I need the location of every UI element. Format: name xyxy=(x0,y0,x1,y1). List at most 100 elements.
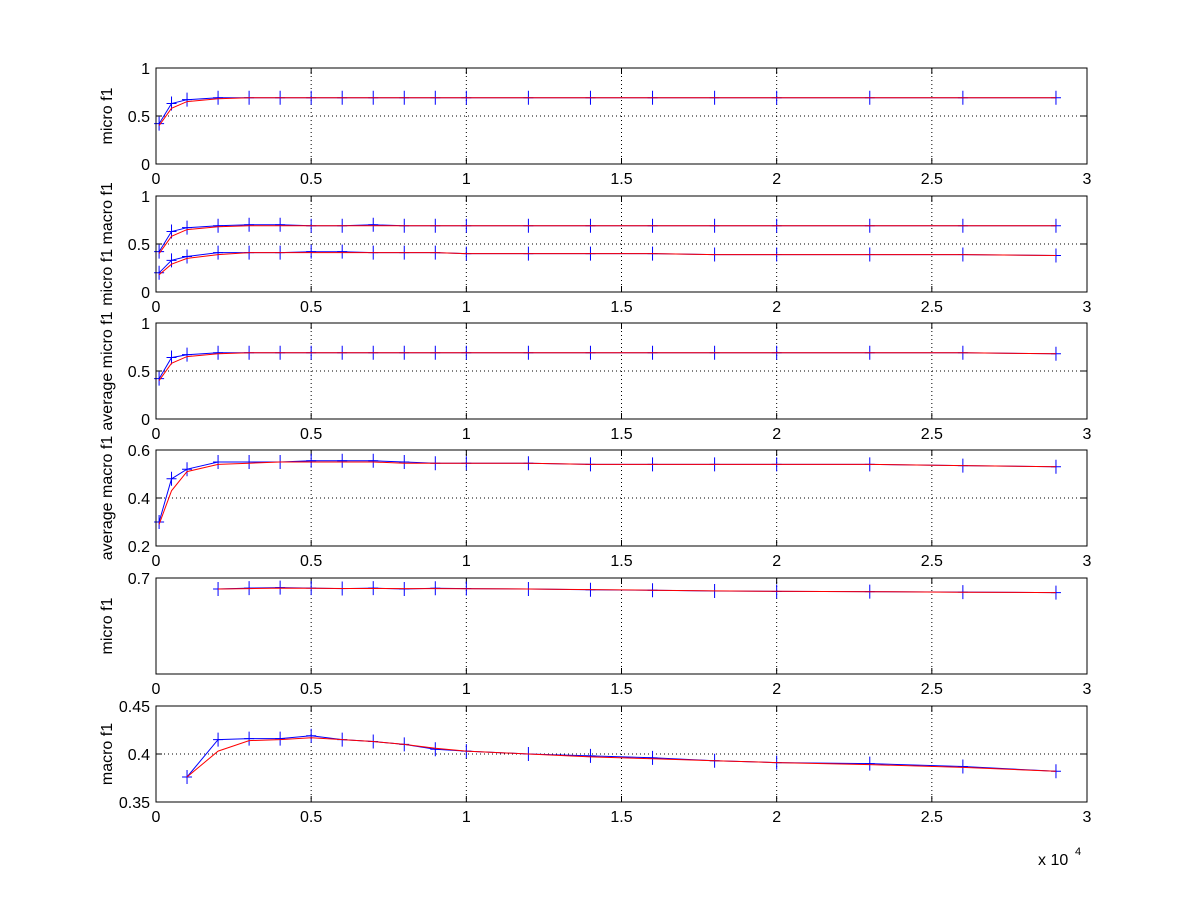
y-tick-label: 0.4 xyxy=(128,747,150,764)
subplot-3: 0 0.5 1 1.5 2 2.5 3 0 0.5 1 average micro f1 xyxy=(99,311,1092,443)
data-point-marker xyxy=(275,217,286,232)
data-point-marker xyxy=(337,453,348,468)
x-tick-label: 3 xyxy=(1083,553,1092,570)
y-tick-label: 0.4 xyxy=(128,491,150,508)
y-axis-label: average macro f1 xyxy=(99,436,116,561)
x-tick-label: 1.5 xyxy=(610,299,632,316)
x-tick-label: 2 xyxy=(772,426,781,443)
data-point-marker xyxy=(337,244,348,259)
y-tick-label: 0 xyxy=(141,157,150,174)
series-line-2 xyxy=(158,461,1057,525)
subplot-1: 0 0.5 1 1.5 2 2.5 3 0 0.5 1 micro f1 xyxy=(99,61,1092,188)
data-point-marker xyxy=(244,217,255,232)
data-point-marker xyxy=(166,253,177,268)
x-tick-label: 0.5 xyxy=(300,171,322,188)
y-axis-label: micro f1 xyxy=(99,87,116,144)
x-tick-label: 2.5 xyxy=(921,553,943,570)
data-point-marker xyxy=(213,732,224,747)
data-point-marker xyxy=(585,748,596,763)
y-axis-label: macro f1 xyxy=(99,723,116,785)
x-tick-label: 3 xyxy=(1083,299,1092,316)
x-tick-label: 2 xyxy=(772,171,781,188)
y-tick-label: 0.6 xyxy=(128,443,150,460)
data-point-marker xyxy=(957,759,968,774)
x-tick-label: 0.5 xyxy=(300,553,322,570)
data-point-marker xyxy=(213,345,224,360)
data-point-marker xyxy=(182,347,193,362)
x-tick-label: 1 xyxy=(462,426,471,443)
x-tick-label: 1.5 xyxy=(610,809,632,826)
x-tick-label: 0 xyxy=(152,299,161,316)
series-line-2 xyxy=(158,352,1057,381)
x-tick-label: 0 xyxy=(152,809,161,826)
y-tick-label: 0.5 xyxy=(128,364,150,381)
data-point-marker xyxy=(647,750,658,765)
data-point-marker xyxy=(213,218,224,233)
x-tick-label: 0.5 xyxy=(300,681,322,698)
y-tick-label: 1 xyxy=(141,316,150,333)
x-tick-label: 0 xyxy=(152,553,161,570)
x-axis-multiplier-exponent: 4 xyxy=(1075,846,1081,858)
subplot-panels: 0 0.5 1 1.5 2 2.5 3 0 0.5 1 micro f1 0 0.5 1 1.5 2 2.5 3 0… xyxy=(99,61,1092,826)
x-tick-label: 0 xyxy=(152,171,161,188)
x-tick-label: 1 xyxy=(462,809,471,826)
data-point-marker xyxy=(213,455,224,469)
data-point-marker xyxy=(275,580,286,595)
x-tick-label: 2.5 xyxy=(921,681,943,698)
data-point-marker xyxy=(182,462,193,477)
x-tick-label: 3 xyxy=(1083,809,1092,826)
y-tick-label: 0.7 xyxy=(128,571,150,588)
y-axis-label: micro f1 macro f1 xyxy=(99,182,116,306)
y-tick-label: 1 xyxy=(141,61,150,78)
y-tick-label: 0.2 xyxy=(128,539,150,556)
x-tick-label: 2.5 xyxy=(921,171,943,188)
y-tick-label: 0 xyxy=(141,412,150,429)
data-point-marker xyxy=(182,249,193,264)
x-axis-multiplier: x 10 xyxy=(1038,852,1068,869)
axes-frame xyxy=(155,577,1088,675)
y-tick-label: 0.35 xyxy=(119,795,150,812)
x-tick-label: 1.5 xyxy=(610,681,632,698)
data-point-marker xyxy=(864,756,875,771)
y-tick-label: 0.45 xyxy=(119,699,150,716)
x-tick-label: 0.5 xyxy=(300,299,322,316)
x-tick-label: 3 xyxy=(1083,681,1092,698)
data-point-marker xyxy=(399,455,410,469)
subplot-5: 0 0.5 1 1.5 2 2.5 3 0.7 micro f1 xyxy=(99,571,1092,698)
y-tick-label: 0.5 xyxy=(128,237,150,254)
x-tick-label: 3 xyxy=(1083,426,1092,443)
x-tick-label: 0.5 xyxy=(300,426,322,443)
data-point-marker xyxy=(166,471,177,486)
series-line-2 xyxy=(158,97,1056,126)
y-tick-label: 0 xyxy=(141,285,150,302)
y-tick-label: 1 xyxy=(141,189,150,206)
data-point-marker xyxy=(306,453,317,468)
x-tick-label: 1 xyxy=(462,299,471,316)
data-point-marker xyxy=(244,455,255,469)
subplot-4: 0 0.5 1 1.5 2 2.5 3 0.2 0.4 0.6 average macro f1 xyxy=(99,436,1092,570)
data-point-marker xyxy=(213,90,224,105)
y-tick-label: 0.5 xyxy=(128,109,150,126)
axes-frame xyxy=(155,449,1088,547)
series-line-2 xyxy=(186,737,1057,778)
data-point-marker xyxy=(306,244,317,259)
x-tick-label: 2 xyxy=(772,299,781,316)
data-point-marker xyxy=(182,220,193,235)
data-point-marker xyxy=(182,92,193,107)
axes-frame xyxy=(155,322,1088,420)
x-tick-label: 3 xyxy=(1083,171,1092,188)
x-tick-label: 2.5 xyxy=(921,809,943,826)
x-tick-label: 0 xyxy=(152,426,161,443)
y-axis-label: average micro f1 xyxy=(99,311,116,430)
x-tick-label: 2.5 xyxy=(921,299,943,316)
data-point-marker xyxy=(368,453,379,468)
data-point-marker xyxy=(244,731,255,746)
data-point-marker xyxy=(275,731,286,746)
x-tick-label: 2 xyxy=(772,681,781,698)
data-point-marker xyxy=(213,245,224,260)
x-tick-label: 1 xyxy=(462,681,471,698)
x-tick-label: 1 xyxy=(462,553,471,570)
series-line-2 xyxy=(158,225,1056,254)
